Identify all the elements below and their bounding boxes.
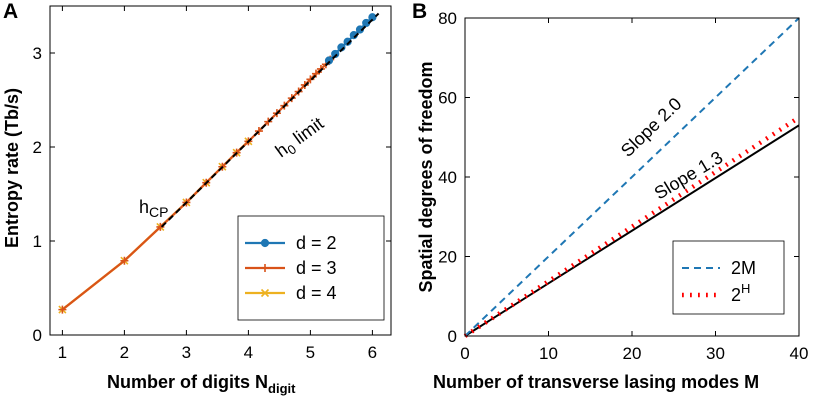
data-point-d3 <box>254 127 263 136</box>
panel-a-label: A <box>3 0 18 23</box>
x-tick-label-b: 30 <box>706 344 725 363</box>
h0-limit-line <box>160 12 380 228</box>
y-axis-label-b: Spatial degrees of freedom <box>416 61 436 292</box>
x-tick-label-b: 10 <box>539 344 558 363</box>
x-tick-label-b: 40 <box>790 344 809 363</box>
annotation-h0-limit: h0 limit <box>272 113 329 163</box>
legend-a-label: d = 2 <box>296 233 337 253</box>
x-tick-label-a: 6 <box>368 343 377 362</box>
x-tick-label-a: 4 <box>244 343 253 362</box>
legend-a-marker <box>261 264 269 272</box>
x-tick-label-b: 0 <box>460 344 469 363</box>
y-tick-label-b: 20 <box>438 248 457 267</box>
x-axis-label-b: Number of transverse lasing modes M <box>433 372 759 392</box>
x-tick-label-a: 2 <box>120 343 129 362</box>
annotation-slope-2: Slope 2.0 <box>617 94 686 161</box>
legend-a-marker <box>260 288 270 298</box>
data-point-d3 <box>156 222 165 231</box>
legend-a-label: d = 4 <box>296 283 337 303</box>
legend-a: d = 2 d = 3 d = 4 <box>237 215 385 321</box>
y-tick-label-b: 0 <box>448 327 457 346</box>
panel-b-label: B <box>412 0 427 23</box>
data-point-d2 <box>324 56 334 65</box>
fit-line-slope-1-3 <box>464 124 800 337</box>
data-point-d3 <box>58 305 67 314</box>
legend-a-label: d = 3 <box>296 258 337 278</box>
annotation-hcp: hCP <box>139 197 168 220</box>
series-line-2M <box>464 17 800 337</box>
y-tick-label-b: 40 <box>438 168 457 187</box>
legend-a-marker <box>260 238 270 248</box>
y-axis-label-a: Entropy rate (Tb/s) <box>2 88 22 248</box>
panel-b: B 0 10 20 30 40 0 20 40 60 80 Spatial degrees of … <box>412 0 808 392</box>
y-tick-label-b: 60 <box>438 89 457 108</box>
x-tick-label-a: 3 <box>182 343 191 362</box>
x-tick-label-b: 20 <box>623 344 642 363</box>
y-tick-label-a: 3 <box>33 44 42 63</box>
y-tick-label-a: 1 <box>33 232 42 251</box>
y-tick-label-a: 0 <box>33 326 42 345</box>
data-point-d3 <box>264 117 273 126</box>
legend-b-box <box>672 240 785 315</box>
y-tick-label-a: 2 <box>33 138 42 157</box>
x-tick-label-a: 1 <box>58 343 67 362</box>
x-axis-label-a: Number of digits Ndigit <box>107 372 296 396</box>
x-tick-label-a: 5 <box>306 343 315 362</box>
y-tick-label-b: 80 <box>438 9 457 28</box>
data-point-d3 <box>120 256 129 265</box>
legend-b-label-2M: 2M <box>731 258 756 278</box>
plot-a-frame <box>49 5 392 336</box>
